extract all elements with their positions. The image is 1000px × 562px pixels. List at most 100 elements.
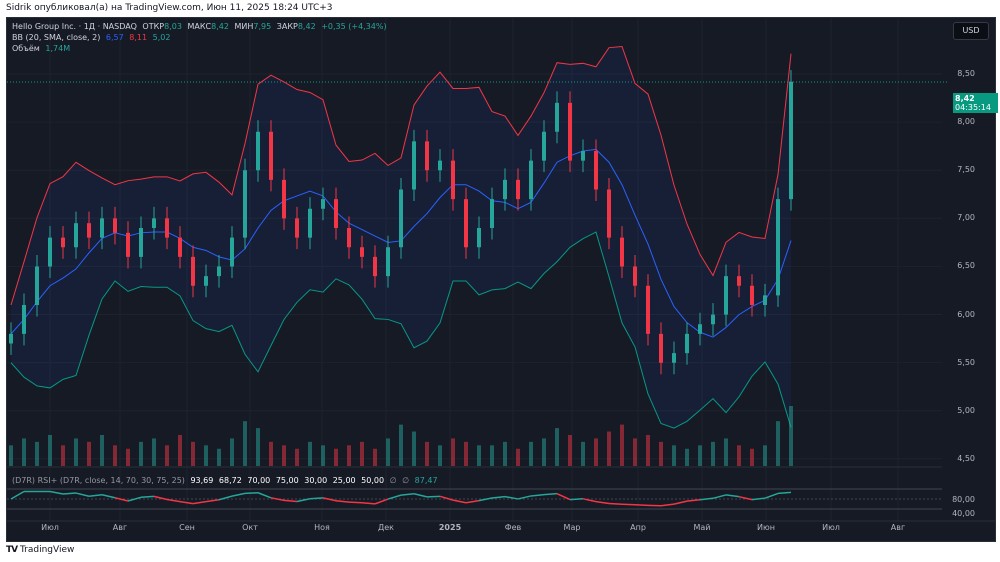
candle-body — [529, 160, 533, 200]
volume-bar — [685, 448, 689, 466]
time-axis-label: Мар — [563, 523, 581, 532]
open-label: ОТКР — [142, 22, 165, 31]
volume-bar — [529, 441, 533, 466]
candle-body — [282, 179, 286, 219]
volume-bar — [789, 406, 793, 466]
rsi-line-segment — [634, 503, 649, 507]
rsi-value: 93,69 — [190, 476, 214, 485]
candle-body — [22, 305, 26, 334]
candle-body — [61, 237, 65, 248]
rsi-line-segment — [439, 495, 454, 501]
close-label: ЗАКР — [276, 22, 298, 31]
rsi-last: 87,47 — [414, 476, 438, 485]
rsi-line-segment — [426, 495, 441, 498]
rsi-line-segment — [517, 495, 532, 500]
price-axis-label: 5,00 — [957, 405, 975, 415]
volume-bar — [217, 448, 221, 466]
volume-bar — [451, 438, 455, 466]
change-value: +0,35 (+4,34%) — [321, 22, 387, 31]
rsi-line-segment — [10, 490, 25, 500]
volume-bar — [399, 424, 403, 466]
volume-bar — [620, 424, 624, 466]
symbol-legend: Hello Group Inc. · 1Д · NASDAQ ОТКР8,03 … — [12, 22, 390, 31]
volume-bar — [711, 441, 715, 466]
volume-bar — [360, 441, 364, 466]
candle-body — [672, 353, 676, 363]
candle-body — [165, 218, 169, 238]
candle-body — [347, 228, 351, 248]
price-axis-label: 4,50 — [957, 453, 975, 463]
tradingview-logo[interactable]: TV TradingView — [6, 545, 75, 555]
footer-text: TradingView — [19, 545, 75, 555]
candle-body — [35, 266, 39, 305]
rsi-line-segment — [322, 497, 337, 502]
volume-bar — [412, 431, 416, 466]
rsi-value: 30,00 — [304, 476, 328, 485]
candle-body — [360, 247, 364, 257]
rsi-na: ∅ — [389, 476, 397, 485]
rsi-line-segment — [556, 492, 571, 501]
chart-frame[interactable]: Hello Group Inc. · 1Д · NASDAQ ОТКР8,03 … — [6, 17, 998, 542]
volume-bar — [386, 438, 390, 466]
time-axis-label: Июл — [41, 523, 59, 532]
rsi-line-segment — [140, 495, 155, 499]
volume-bar — [750, 448, 754, 466]
rsi-line-segment — [127, 496, 142, 502]
rsi-line-segment — [153, 495, 168, 501]
candle-body — [191, 256, 195, 286]
volume-bar — [659, 441, 663, 466]
bb-upper: 8,11 — [129, 33, 148, 42]
candle-body — [711, 314, 715, 325]
rsi-line-segment — [400, 492, 415, 496]
rsi-line-segment — [283, 499, 298, 503]
volume-bar — [607, 431, 611, 466]
candle-body — [321, 199, 325, 209]
candle-body — [737, 276, 741, 286]
volume-bar — [373, 448, 377, 466]
candle-body — [139, 228, 143, 257]
bb-legend[interactable]: BB (20, SMA, close, 2) 6,57 8,11 5,02 — [12, 33, 173, 42]
time-axis-label: Ноя — [314, 523, 330, 532]
volume-bar — [698, 445, 702, 466]
volume-bar — [724, 438, 728, 466]
rsi-line-segment — [166, 498, 181, 503]
bb-lower-line — [10, 231, 792, 429]
chart-canvas[interactable] — [7, 18, 995, 541]
volume-legend[interactable]: Объём 1,74M — [12, 44, 73, 53]
rsi-line-segment — [478, 497, 493, 502]
volume-bar — [191, 441, 195, 466]
candle-body — [230, 237, 234, 267]
time-axis-label: Дек — [377, 523, 395, 532]
volume-bar — [282, 445, 286, 466]
time-axis-label: Сен — [179, 523, 195, 532]
rsi-line-segment — [725, 494, 740, 498]
rsi-axis-label: 40,00 — [952, 509, 975, 518]
candle-body — [490, 199, 494, 228]
candle-body — [516, 179, 520, 200]
candle-body — [295, 218, 299, 238]
symbol-title[interactable]: Hello Group Inc. · 1Д · NASDAQ — [12, 22, 137, 31]
volume-bar — [35, 441, 39, 466]
candle-body — [607, 189, 611, 238]
rsi-line-segment — [244, 492, 259, 495]
rsi-legend[interactable]: (D7R) RSI+ (D7R, close, 14, 70, 30, 75, … — [12, 476, 441, 485]
price-axis-label: 8,00 — [957, 117, 975, 127]
volume-bar — [204, 445, 208, 466]
candle-body — [334, 199, 338, 228]
time-axis-label: Апр — [630, 523, 646, 532]
close-value: 8,42 — [297, 22, 316, 31]
candle-body — [776, 199, 780, 296]
currency-button[interactable]: USD — [953, 22, 989, 40]
rsi-value: 68,72 — [218, 476, 242, 485]
candle-body — [48, 237, 52, 267]
rsi-line-segment — [660, 503, 675, 507]
candle-body — [633, 266, 637, 286]
volume-bar — [256, 428, 260, 466]
time-axis-label: Авг — [890, 523, 906, 532]
rsi-line-segment — [608, 502, 623, 506]
candle-body — [204, 276, 208, 286]
rsi-line-segment — [348, 501, 363, 504]
bb-upper-line — [10, 45, 792, 306]
volume-bar — [594, 438, 598, 466]
candle-body — [464, 199, 468, 248]
